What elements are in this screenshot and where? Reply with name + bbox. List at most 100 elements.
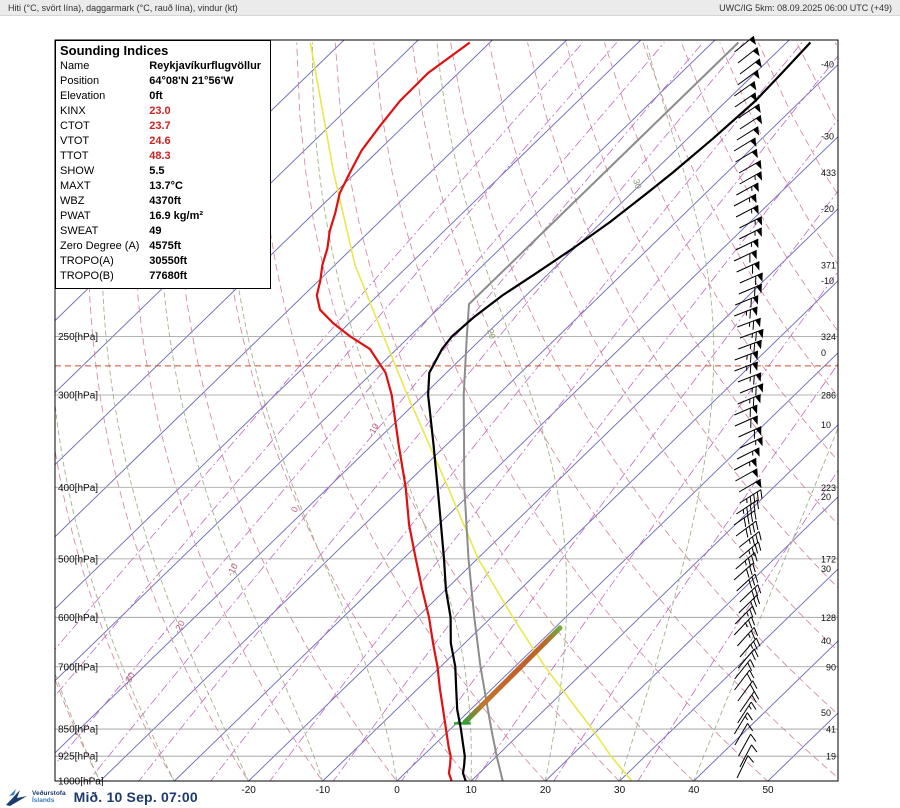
indices-row: TROPO(B) 77680ft [60,269,266,284]
indices-row: Name Reykjavíkurflugvöllur [60,59,266,74]
index-value: 13.7°C [149,180,183,192]
index-label: KINX [60,105,86,117]
index-label: SWEAT [60,225,99,237]
index-value: 77680ft [149,270,188,282]
svg-text:324: 324 [821,332,836,342]
index-label: Position [60,75,100,87]
svg-text:40: 40 [688,785,700,796]
aux-yellow-line [309,42,633,781]
indices-row: MAXT 13.7°C [60,179,266,194]
index-value: 64°08'N 21°56'W [149,75,234,87]
index-label: PWAT [60,210,91,222]
index-value: 4575ft [149,240,182,252]
index-value: 30550ft [149,255,188,267]
svg-text:371: 371 [821,260,836,270]
index-label: Elevation [60,90,106,102]
met-office-logo: Veðurstofa Íslands [4,787,66,807]
index-value: 16.9 kg/m² [149,210,204,222]
index-label: Zero Degree (A) [60,240,140,252]
svg-text:400[hPa]: 400[hPa] [58,483,98,494]
svg-text:-10: -10 [316,785,331,796]
standard-atmosphere-line [462,41,740,781]
svg-text:10: 10 [466,785,478,796]
svg-text:223: 223 [821,483,836,493]
index-label: SHOW [60,165,95,177]
svg-text:20: 20 [821,492,831,502]
header-right-label: UWC/IG 5km: 08.09.2025 06:00 UTC (+49) [719,2,892,13]
svg-text:850[hPa]: 850[hPa] [58,725,98,736]
index-label: Name [60,60,90,72]
svg-text:-30: -30 [122,671,137,687]
svg-text:-20: -20 [241,785,256,796]
pressure-gridlines [55,336,838,781]
svg-text:0: 0 [289,505,300,514]
svg-text:-30: -30 [821,132,834,142]
svg-text:90: 90 [826,662,836,672]
svg-text:-40: -40 [821,60,834,70]
indices-row: Position 64°08'N 21°56'W [60,74,266,89]
svg-text:0: 0 [394,785,400,796]
svg-text:30: 30 [614,785,626,796]
index-label: VTOT [60,135,90,147]
wind-barb-column [733,35,764,779]
svg-text:-20: -20 [821,204,834,214]
plot-border [54,39,839,782]
svg-text:1000[hPa]: 1000[hPa] [58,777,104,788]
indices-row: WBZ 4370ft [60,194,266,209]
pressure-axis-labels: 250[hPa] 300[hPa] 400[hPa] 500[hPa] 600[hPa]… [58,332,104,788]
right-axis-labels: 433 371 324 286 223 172 128 90 41 19 -40 -30 -20 -10 0… [821,60,836,762]
indices-row: TTOT 48.3 [60,149,266,164]
parcel-highlight-segment [462,625,563,725]
moist-adiabat-lines [55,42,838,781]
index-label: WBZ [60,195,85,207]
sounding-indices-panel: Sounding Indices Name Reykjavíkurflugvöll… [55,40,271,289]
index-label: TROPO(A) [60,255,114,267]
logo-mark-icon [6,789,27,806]
indices-row: VTOT 24.6 [60,134,266,149]
svg-text:600[hPa]: 600[hPa] [58,613,98,624]
temperature-axis-labels: -20 -10 0 10 20 30 40 50 [241,785,774,796]
indices-row: TROPO(A) 30550ft [60,254,266,269]
index-value: 23.0 [149,105,171,117]
svg-text:700[hPa]: 700[hPa] [58,662,98,673]
svg-text:40: 40 [821,636,831,646]
index-value: 23.7 [149,120,171,132]
indices-row: KINX 23.0 [60,104,266,119]
svg-text:19: 19 [826,752,836,762]
index-value: 48.3 [149,150,171,162]
index-label: TTOT [60,150,89,162]
logo-text: Veðurstofa Íslands [32,790,66,804]
logo-line-1: Veðurstofa [32,790,66,797]
svg-text:286: 286 [821,390,836,400]
indices-row: SHOW 5.5 [60,164,266,179]
svg-text:-10: -10 [366,422,381,438]
index-label: CTOT [60,120,90,132]
temperature-curve [427,41,812,781]
svg-text:433: 433 [821,168,836,178]
indices-table: Name Reykjavíkurflugvöllur Position 64°08'N… [60,59,266,284]
svg-text:-10: -10 [821,276,834,286]
header-left-label: Hiti (°C, svört lína), daggarmark (°C, r… [8,2,238,13]
svg-text:41: 41 [826,725,836,735]
index-value: 24.6 [149,135,171,147]
indices-row: Elevation 0ft [60,89,266,104]
svg-text:128: 128 [821,613,836,623]
svg-text:30: 30 [631,178,644,191]
header-bar: Hiti (°C, svört lína), daggarmark (°C, r… [0,0,900,16]
index-value: Reykjavíkurflugvöllur [149,60,262,72]
index-value: 5.5 [149,165,165,177]
indices-row: SWEAT 49 [60,224,266,239]
footer-datetime: Mið. 10 Sep. 07:00 [73,789,198,805]
logo-line-2: Íslands [32,797,55,804]
svg-text:20: 20 [485,328,498,341]
svg-text:300[hPa]: 300[hPa] [58,390,98,401]
svg-text:30: 30 [821,564,831,574]
indices-row: PWAT 16.9 kg/m² [60,209,266,224]
svg-text:250[hPa]: 250[hPa] [58,332,98,343]
svg-text:0: 0 [821,348,826,358]
svg-text:172: 172 [821,554,836,564]
footer-bar: Veðurstofa Íslands Mið. 10 Sep. 07:00 [0,786,202,808]
index-value: 49 [149,225,162,237]
